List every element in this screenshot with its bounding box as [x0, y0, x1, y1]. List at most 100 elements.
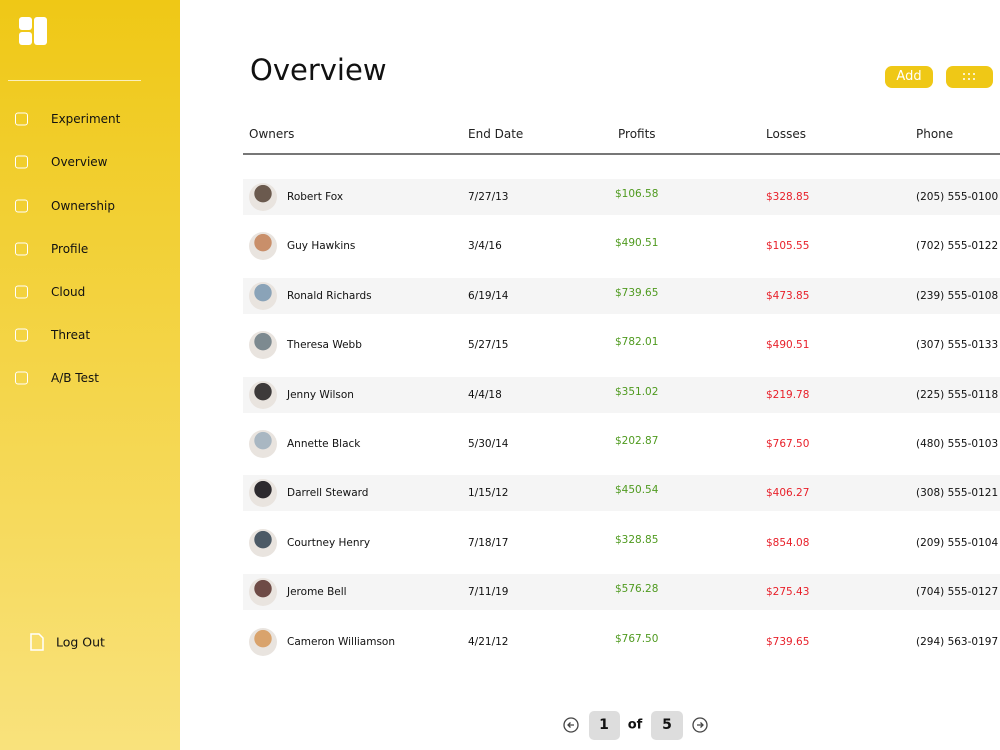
avatar	[249, 430, 277, 458]
avatar	[249, 232, 277, 261]
end-date: 5/27/15	[468, 339, 509, 352]
end-date: 7/27/13	[468, 191, 509, 203]
nav-icon	[15, 112, 28, 126]
logout[interactable]: Log Out	[56, 634, 105, 650]
phone: (704) 555-0127	[916, 586, 999, 599]
column-header: End Date	[468, 127, 524, 141]
end-date: 1/15/12	[468, 487, 509, 500]
loss: $328.85	[766, 191, 810, 203]
phone: (308) 555-0121	[916, 487, 999, 500]
add-button[interactable]: Add	[885, 66, 933, 88]
avatar	[249, 331, 277, 360]
profit: $767.50	[615, 632, 659, 645]
owner-name: Theresa Webb	[287, 339, 362, 352]
avatar	[249, 627, 277, 656]
nav-icon	[15, 371, 28, 385]
phone: (205) 555-0100	[916, 191, 999, 203]
phone: (225) 555-0118	[916, 388, 999, 401]
end-date: 7/18/17	[468, 536, 509, 549]
column-header: Owners	[249, 127, 295, 141]
menu-icon	[963, 73, 975, 80]
owner-name: Cameron Williamson	[287, 635, 395, 648]
end-date: 4/4/18	[468, 388, 502, 401]
owner-name: Robert Fox	[287, 191, 344, 203]
loss: $105.55	[766, 240, 810, 253]
owner-name: Darrell Steward	[287, 487, 369, 500]
nav-icon	[15, 242, 28, 256]
loss: $473.85	[766, 289, 810, 302]
profit: $450.54	[615, 484, 659, 497]
end-date: 4/21/12	[468, 635, 509, 648]
nav-icon	[15, 199, 28, 213]
nav-icon	[15, 155, 28, 169]
loss: $854.08	[766, 536, 810, 549]
page-box	[589, 711, 620, 740]
owner-name: Guy Hawkins	[287, 240, 356, 253]
profit: $739.65	[615, 286, 659, 299]
row-background	[243, 574, 1000, 611]
nav-icon	[15, 328, 28, 342]
row-background	[243, 277, 1000, 314]
loss: $767.50	[766, 438, 810, 450]
logout-icon	[30, 633, 44, 651]
owner-name: Jerome Bell	[287, 586, 347, 599]
avatar	[249, 380, 277, 409]
nav-icon	[15, 285, 28, 299]
profit: $351.02	[615, 385, 659, 398]
owner-name: Courtney Henry	[287, 536, 371, 549]
avatar	[249, 479, 277, 508]
row-background	[243, 475, 1000, 512]
phone: (294) 563-0197	[916, 635, 999, 648]
end-date: 5/30/14	[468, 438, 509, 450]
end-date: 7/11/19	[468, 586, 509, 599]
end-date: 6/19/14	[468, 289, 509, 302]
owner-name: Ronald Richards	[287, 289, 372, 302]
loss: $490.51	[766, 339, 810, 352]
profit: $782.01	[615, 336, 659, 349]
phone: (480) 555-0103	[916, 438, 999, 450]
nav-item[interactable]: Cloud	[51, 285, 86, 299]
profit: $490.51	[615, 237, 659, 250]
prev-page[interactable]	[562, 716, 580, 734]
phone: (307) 555-0133	[916, 339, 999, 352]
loss: $739.65	[766, 635, 810, 648]
owner-name: Jenny Wilson	[287, 388, 354, 401]
loss: $406.27	[766, 487, 810, 500]
phone: (209) 555-0104	[916, 536, 999, 549]
nav-item[interactable]: Experiment	[51, 112, 121, 126]
row-background	[243, 376, 1000, 413]
header-rule	[243, 153, 1000, 155]
column-header: Losses	[766, 127, 806, 141]
column-header: Profits	[618, 127, 656, 141]
profit: $106.58	[615, 188, 659, 200]
loss: $275.43	[766, 586, 810, 599]
menu-button[interactable]	[946, 66, 993, 88]
end-date: 3/4/16	[468, 240, 502, 253]
page-box	[651, 711, 683, 740]
current-page: 1	[599, 717, 609, 733]
avatar	[249, 578, 277, 607]
phone: (239) 555-0108	[916, 289, 999, 302]
phone: (702) 555-0122	[916, 240, 999, 253]
next-page[interactable]	[691, 716, 709, 734]
logo	[19, 17, 47, 45]
nav-item[interactable]: Overview	[51, 155, 108, 169]
nav-item[interactable]: Threat	[51, 328, 91, 342]
sidebar: Experiment Overview Ownership Profile Cloud T…	[0, 0, 180, 750]
nav-item[interactable]: Ownership	[51, 199, 115, 213]
avatar	[249, 183, 277, 211]
profit: $202.87	[615, 435, 659, 447]
loss: $219.78	[766, 388, 810, 401]
total-pages: 5	[662, 717, 672, 733]
avatar	[249, 281, 277, 310]
profit: $328.85	[615, 533, 659, 546]
row-background	[243, 179, 1000, 215]
avatar	[249, 528, 277, 557]
owner-name: Annette Black	[287, 438, 361, 450]
page-of: of	[627, 717, 643, 733]
nav-item[interactable]: Profile	[51, 242, 89, 256]
column-header: Phone	[916, 127, 954, 141]
nav-item[interactable]: A/B Test	[51, 371, 99, 385]
